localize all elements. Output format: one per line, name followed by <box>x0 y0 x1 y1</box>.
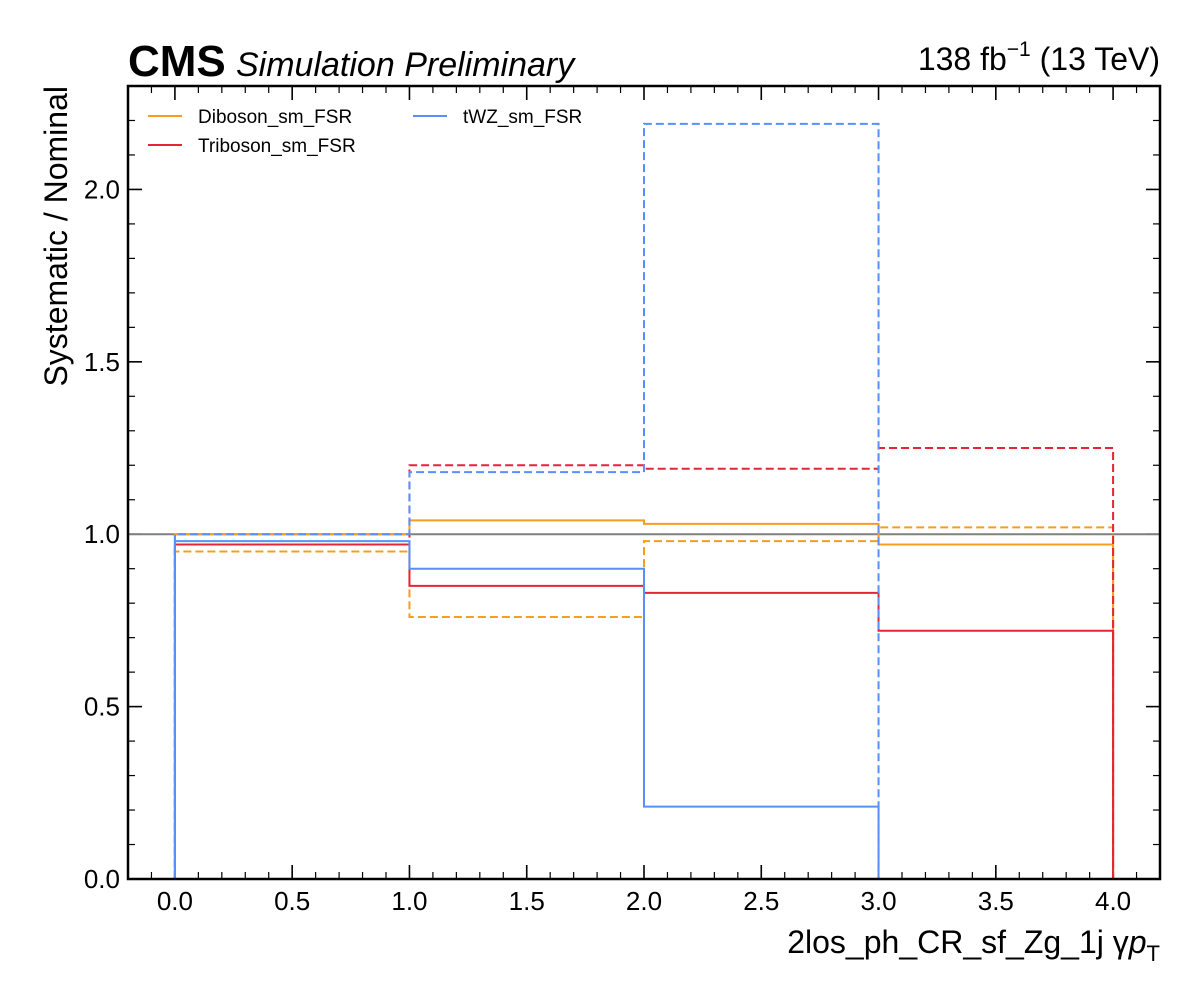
lumi-suffix: (13 TeV) <box>1031 41 1160 77</box>
simulation-preliminary-label: Simulation Preliminary <box>236 46 576 84</box>
x-tick-label: 0.0 <box>157 886 193 916</box>
plot-frame <box>126 84 1162 881</box>
x-axis-title-text: 2los_ph_CR_sf_Zg_1j γ <box>787 924 1129 960</box>
x-tick-label: 2.5 <box>743 886 779 916</box>
legend-label-twz-sm-fsr: tWZ_sm_FSR <box>463 107 582 128</box>
y-tick-label: 0.0 <box>84 864 120 894</box>
x-tick-label: 0.5 <box>274 886 310 916</box>
x-axis-title-sub: T <box>1147 941 1160 966</box>
lumi-label: 138 fb−1 (13 TeV) <box>918 38 1160 77</box>
x-tick-label: 3.5 <box>978 886 1014 916</box>
x-tick-label: 3.0 <box>860 886 896 916</box>
y-axis-title: Systematic / Nominal <box>38 86 74 387</box>
x-tick-label: 1.5 <box>509 886 545 916</box>
series-triboson-sm-fsr-down <box>173 447 1115 879</box>
x-axis-title: 2los_ph_CR_sf_Zg_1j γpT <box>787 924 1160 966</box>
y-tick-label: 1.5 <box>84 347 120 377</box>
x-tick-label: 2.0 <box>626 886 662 916</box>
cms-label: CMS <box>128 37 226 86</box>
tick-labels: 0.0 0.5 1.0 1.5 2.0 2.5 3.0 3.5 4.0 0.0 0.5 1.0 1.5 2… <box>84 174 1131 916</box>
y-tick-label: 2.0 <box>84 174 120 204</box>
series-group <box>173 122 1115 880</box>
lumi-prefix: 138 fb <box>918 41 1007 77</box>
legend-label-diboson-sm-fsr: Diboson_sm_FSR <box>198 107 352 128</box>
legend: Diboson_sm_FSR Triboson_sm_FSR tWZ_sm_FSR <box>148 107 582 157</box>
series-twz-sm-fsr-up <box>173 540 1114 880</box>
x-tick-label: 4.0 <box>1095 886 1131 916</box>
y-tick-label: 0.5 <box>84 692 120 722</box>
y-tick-label: 1.0 <box>84 519 120 549</box>
x-tick-label: 1.0 <box>391 886 427 916</box>
legend-label-triboson-sm-fsr: Triboson_sm_FSR <box>198 136 356 157</box>
series-twz-sm-fsr-down <box>173 122 1114 880</box>
lumi-exponent: −1 <box>1007 38 1031 61</box>
x-axis-title-p: p <box>1128 924 1147 960</box>
